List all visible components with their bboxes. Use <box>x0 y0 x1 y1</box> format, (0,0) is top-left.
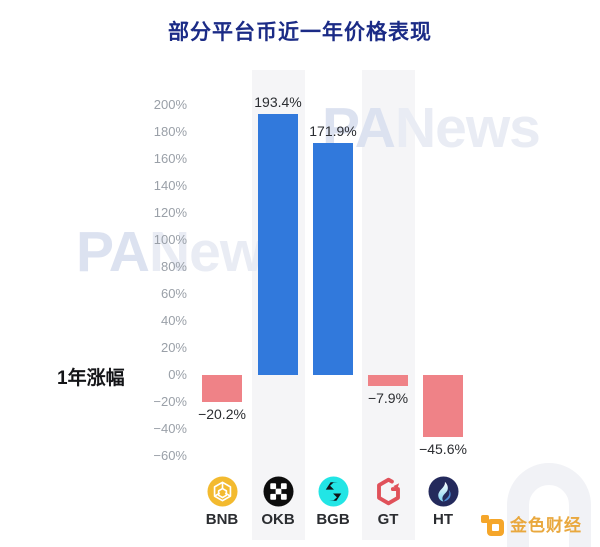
y-tick-label: 80% <box>160 259 187 274</box>
y-tick-label: −40% <box>153 421 187 436</box>
bar-okb <box>258 113 298 375</box>
coin-label-bgb: BGB <box>316 511 350 528</box>
jinse-watermark-mark <box>507 463 591 547</box>
coin-label-gt: GT <box>377 511 399 528</box>
y-tick-label: 100% <box>153 232 187 247</box>
jinse-caijing-logo: 金色财经 <box>481 511 582 536</box>
y-axis-row-label: 1年涨幅 <box>57 368 125 389</box>
coin-label-ht: HT <box>433 511 453 528</box>
bar-value-label-bnb: −20.2% <box>198 406 246 423</box>
bgb-icon <box>317 476 349 507</box>
bar-value-label-okb: 193.4% <box>254 93 302 110</box>
okb-icon <box>262 476 294 507</box>
ht-icon <box>427 476 459 507</box>
bar-gt <box>368 375 408 386</box>
y-tick-label: 160% <box>153 151 187 166</box>
bar-bgb <box>313 142 353 375</box>
coin-label-okb: OKB <box>261 511 295 528</box>
bar-value-label-gt: −7.9% <box>367 389 409 406</box>
y-tick-label: 180% <box>153 124 187 139</box>
bar-value-label-ht: −45.6% <box>419 440 467 457</box>
y-tick-label: −20% <box>153 394 187 409</box>
bar-ht <box>423 375 463 437</box>
chart-title: 部分平台币近一年价格表现 <box>168 21 432 44</box>
y-tick-label: 200% <box>153 97 187 112</box>
y-tick-label: 0% <box>168 367 187 382</box>
y-tick-label: −60% <box>153 448 187 463</box>
column-stripe-gt <box>361 70 415 540</box>
panews-watermark-pa: PA <box>76 220 150 284</box>
jinse-logo-icon <box>481 512 505 536</box>
coin-label-bnb: BNB <box>205 511 239 528</box>
jinse-logo-text: 金色财经 <box>510 516 582 535</box>
gt-icon <box>373 476 404 507</box>
y-tick-label: 120% <box>153 205 187 220</box>
panews-watermark-news: News <box>394 96 541 160</box>
y-tick-label: 60% <box>160 286 187 301</box>
y-tick-label: 40% <box>160 313 187 328</box>
bar-bnb <box>202 375 242 403</box>
bnb-icon <box>206 476 238 507</box>
y-tick-label: 20% <box>160 340 187 355</box>
bar-value-label-bgb: 171.9% <box>309 122 357 139</box>
y-tick-label: 140% <box>153 178 187 193</box>
